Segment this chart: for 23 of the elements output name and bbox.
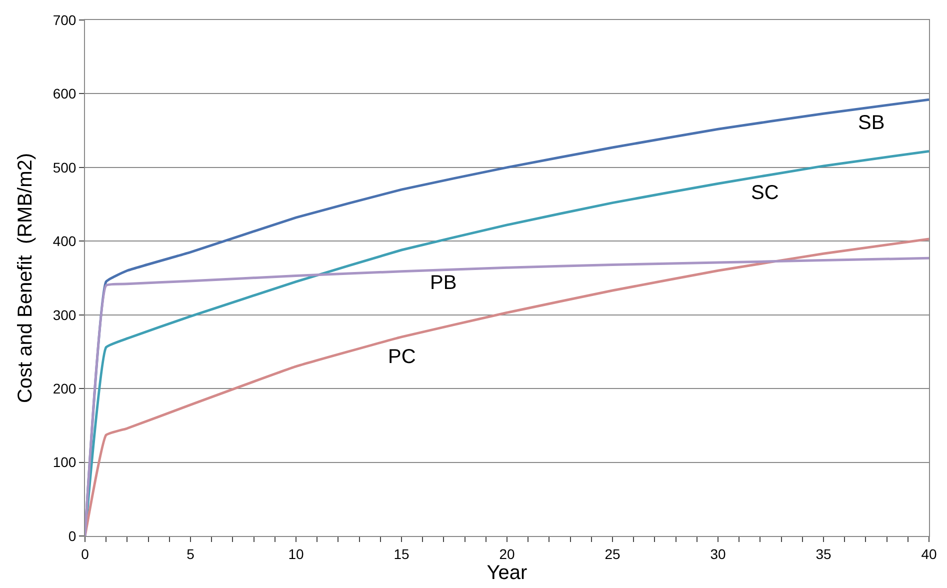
x-tick-label: 10 xyxy=(288,546,304,562)
y-tick-label: 100 xyxy=(52,454,76,470)
series-label: PC xyxy=(388,346,416,368)
y-axis-title: Cost and Benefit (RMB/m2) xyxy=(14,152,36,404)
y-tick-label: 500 xyxy=(52,159,76,176)
x-tick-label: 40 xyxy=(921,546,937,562)
x-tick-label: 30 xyxy=(710,546,726,562)
x-tick-label: 15 xyxy=(394,546,410,562)
y-tick-label: 600 xyxy=(52,86,76,102)
y-tick-label: 300 xyxy=(52,306,76,323)
x-axis-title: Year xyxy=(486,562,528,584)
x-tick-label: 5 xyxy=(186,546,195,562)
series-label: SC xyxy=(751,182,779,204)
series-label: SB xyxy=(858,112,885,134)
x-tick-label: 35 xyxy=(816,546,832,562)
y-tick-label: 400 xyxy=(52,233,76,250)
x-tick-label: 20 xyxy=(499,546,515,562)
y-tick-label: 0 xyxy=(68,528,76,544)
y-tick-label: 200 xyxy=(52,380,76,396)
x-tick-label: 25 xyxy=(604,546,620,562)
y-tick-label: 700 xyxy=(52,12,76,28)
series-label: PB xyxy=(430,272,457,294)
x-tick-label: 0 xyxy=(81,546,90,562)
